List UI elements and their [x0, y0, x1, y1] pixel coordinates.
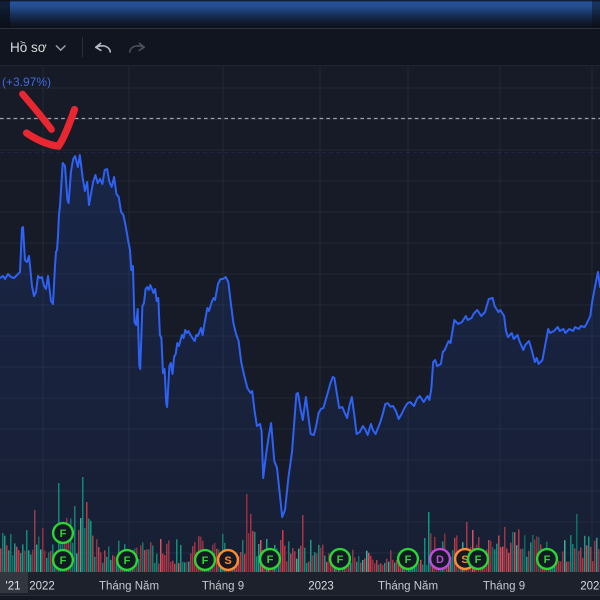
svg-text:F: F: [337, 554, 344, 566]
svg-text:Tháng Năm: Tháng Năm: [378, 581, 438, 593]
svg-text:F: F: [475, 554, 482, 566]
svg-text:Tháng 9: Tháng 9: [483, 581, 525, 593]
svg-text:F: F: [60, 528, 67, 540]
svg-text:S: S: [224, 555, 231, 567]
svg-text:D: D: [436, 554, 444, 566]
svg-text:'21: '21: [6, 581, 21, 593]
svg-text:2023: 2023: [308, 581, 334, 593]
svg-text:F: F: [544, 554, 551, 566]
svg-text:2022: 2022: [29, 581, 55, 593]
svg-text:Tháng Năm: Tháng Năm: [99, 581, 159, 593]
svg-text:Tháng 9: Tháng 9: [202, 581, 244, 593]
svg-text:F: F: [405, 554, 412, 566]
svg-text:S: S: [461, 554, 468, 566]
svg-text:Hồ sơ: Hồ sơ: [10, 40, 47, 55]
svg-text:(+3.97%): (+3.97%): [2, 75, 51, 89]
svg-text:F: F: [60, 555, 67, 567]
svg-text:F: F: [202, 555, 209, 567]
svg-text:2024: 2024: [580, 581, 600, 593]
svg-text:F: F: [124, 555, 131, 567]
svg-text:F: F: [267, 554, 274, 566]
